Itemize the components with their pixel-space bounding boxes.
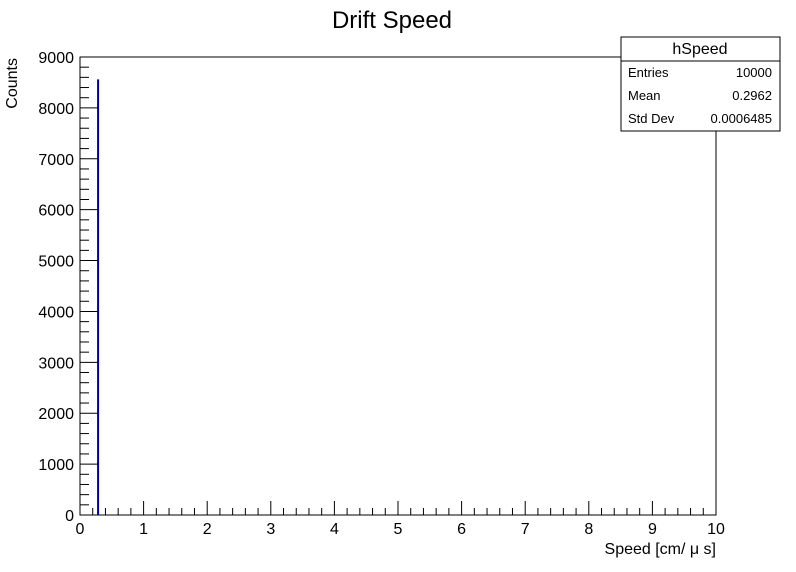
x-tick-label: 1 <box>139 521 148 538</box>
stats-mean-label: Mean <box>628 88 661 103</box>
chart-title: Drift Speed <box>332 7 452 34</box>
y-tick-label: 6000 <box>38 203 74 220</box>
stats-mean-value: 0.2962 <box>732 88 772 103</box>
stats-stddev-value: 0.0006485 <box>711 111 772 126</box>
y-tick-label: 5000 <box>38 254 74 271</box>
y-tick-label: 7000 <box>38 152 74 169</box>
x-tick-label: 6 <box>457 521 466 538</box>
x-tick-label: 9 <box>648 521 657 538</box>
y-tick-label: 0 <box>65 508 74 525</box>
x-tick-label: 2 <box>203 521 212 538</box>
x-tick-label: 7 <box>521 521 530 538</box>
x-axis-label: Speed [cm/ μ s] <box>605 541 716 558</box>
x-tick-label: 8 <box>584 521 593 538</box>
y-axis: 0 1000 2000 3000 4000 5000 6000 7000 8000 9000 <box>38 50 98 525</box>
stats-stddev-label: Std Dev <box>628 111 675 126</box>
stats-box: hSpeed Entries 10000 Mean 0.2962 Std Dev… <box>620 36 781 132</box>
stats-box-frame <box>620 36 781 132</box>
stats-entries-value: 10000 <box>736 65 772 80</box>
x-axis: 0 1 2 3 4 5 6 7 8 9 10 <box>76 501 725 538</box>
y-tick-label: 1000 <box>38 457 74 474</box>
x-tick-label: 4 <box>330 521 339 538</box>
y-tick-label: 4000 <box>38 304 74 321</box>
stats-box-title: hSpeed <box>672 41 727 58</box>
stats-entries-label: Entries <box>628 65 669 80</box>
x-tick-label: 10 <box>707 521 725 538</box>
x-tick-label: 5 <box>394 521 403 538</box>
y-tick-label: 3000 <box>38 355 74 372</box>
x-tick-label: 3 <box>266 521 275 538</box>
y-tick-label: 8000 <box>38 101 74 118</box>
y-tick-label: 9000 <box>38 50 74 67</box>
y-tick-label: 2000 <box>38 406 74 423</box>
y-axis-label: Counts <box>4 58 21 109</box>
x-tick-label: 0 <box>76 521 85 538</box>
